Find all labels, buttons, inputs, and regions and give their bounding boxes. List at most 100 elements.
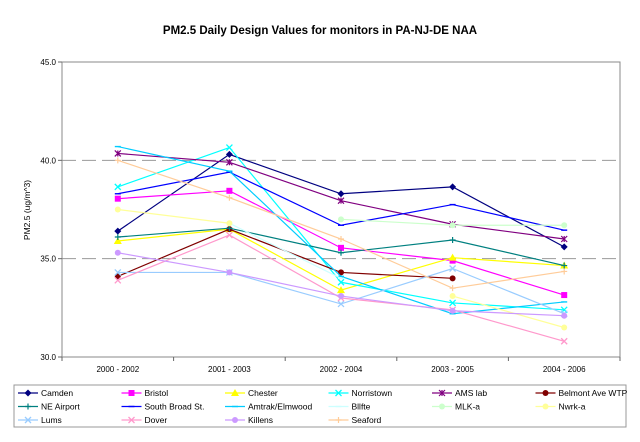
data-point [338, 293, 344, 300]
data-point [226, 187, 233, 194]
legend-marker [335, 417, 342, 423]
legend-marker [542, 403, 549, 410]
x-tick-label: 2001 - 2003 [208, 365, 251, 374]
data-point [449, 293, 456, 300]
chart-title: PM2.5 Daily Design Values for monitors i… [163, 25, 477, 37]
series-killens [114, 249, 568, 319]
series-belmont-ave-wtp [114, 226, 456, 282]
data-point [560, 337, 568, 345]
legend-item-dover: Dover [121, 415, 167, 425]
legend-item-amtrak-elmwood: Amtrak/Elmwood [225, 402, 313, 412]
y-tick-label: 35.0 [40, 255, 56, 264]
legend-label: Belmont Ave WTP [559, 388, 628, 398]
legend-label: Chester [248, 388, 278, 398]
data-point [338, 216, 344, 223]
data-point [561, 262, 568, 269]
series-mlk-a [338, 216, 568, 229]
series-line [117, 190, 565, 296]
data-point [225, 144, 233, 152]
data-point [338, 269, 344, 276]
y-axis-label: PM2.5 (ug/m^3) [22, 180, 32, 240]
legend-label: South Broad St. [145, 402, 205, 412]
x-tick-label: 2000 - 2002 [96, 365, 139, 374]
data-point [337, 190, 345, 198]
legend-item-south-broad-st: South Broad St. [121, 402, 205, 412]
legend-item-killens: Killens [225, 415, 273, 425]
legend-item-mlk-a: MLK-a [432, 402, 480, 412]
data-point [449, 285, 456, 292]
series-ne-airport [114, 225, 568, 269]
legend-marker [24, 416, 32, 424]
data-point [226, 194, 233, 201]
legend-marker [232, 417, 238, 423]
data-point [114, 195, 121, 202]
data-point [561, 268, 568, 275]
series-line [117, 208, 230, 224]
data-point [114, 227, 122, 235]
legend-marker [24, 389, 32, 397]
data-point [561, 324, 568, 331]
legend-marker [335, 389, 342, 397]
legend-item-ne-airport: NE Airport [18, 402, 80, 412]
legend-marker [128, 390, 135, 396]
y-tick-label: 45.0 [40, 58, 56, 67]
legend-item-chester: Chester [225, 388, 278, 398]
data-point [337, 300, 345, 308]
series-south-broad-st [114, 171, 568, 231]
legend-label: Killens [248, 415, 273, 425]
x-tick-label: 2003 - 2005 [431, 365, 474, 374]
legend-label: Bllfte [352, 402, 371, 412]
legend-item-norristown: Norristown [328, 388, 393, 398]
data-point [226, 269, 233, 276]
data-point [338, 249, 344, 256]
legend-label: Norristown [352, 388, 393, 398]
legend-marker [542, 390, 549, 396]
legend: Camden Bristol Chester Norristown AMS lab Bel… [13, 384, 628, 428]
data-point [337, 197, 345, 205]
legend-label: Nwrk-a [559, 402, 586, 412]
data-point [449, 265, 457, 272]
x-tick-label: 2004 - 2006 [543, 365, 586, 374]
data-point [449, 236, 456, 243]
legend-marker [439, 403, 445, 410]
legend-marker [128, 416, 135, 424]
legend-label: NE Airport [41, 402, 80, 412]
legend-item-belmont-ave-wtp: Belmont Ave WTP [535, 388, 628, 398]
data-point [337, 286, 345, 294]
legend-item-seaford: Seaford [328, 415, 382, 425]
series-line [229, 222, 342, 279]
data-point [114, 183, 122, 191]
series-line [117, 146, 565, 311]
legend-label: Lums [41, 415, 62, 425]
data-point [225, 158, 233, 166]
y-tick-label: 40.0 [40, 156, 56, 165]
legend-item-nwrk-a: Nwrk-a [535, 402, 586, 412]
data-point [338, 236, 344, 242]
legend-item-camden: Camden [18, 388, 73, 398]
series-line [452, 295, 565, 329]
legend-label: Seaford [352, 415, 382, 425]
series-line [117, 159, 565, 289]
data-point [560, 243, 568, 251]
data-point [226, 220, 233, 227]
data-point [448, 253, 457, 261]
legend-marker [438, 389, 446, 397]
data-point [449, 275, 456, 282]
legend-label: MLK-a [455, 402, 480, 412]
data-point [114, 157, 121, 164]
series-seaford [114, 157, 568, 292]
series-nwrk-a [114, 206, 568, 331]
legend-label: Bristol [145, 388, 169, 398]
data-point [449, 299, 457, 307]
y-tick-label: 30.0 [40, 353, 56, 362]
legend-item-bllfte: Bllfte [328, 402, 371, 412]
series-line [117, 228, 453, 279]
data-point [225, 231, 233, 239]
legend-box [13, 384, 627, 428]
data-point [561, 222, 568, 229]
plot-area: 30.0 35.0 40.0 45.0 2000 - 2002 2001 - 2003 20… [40, 58, 621, 374]
data-point [560, 235, 568, 243]
series-ams-lab [114, 150, 568, 243]
plot-border [61, 61, 621, 358]
